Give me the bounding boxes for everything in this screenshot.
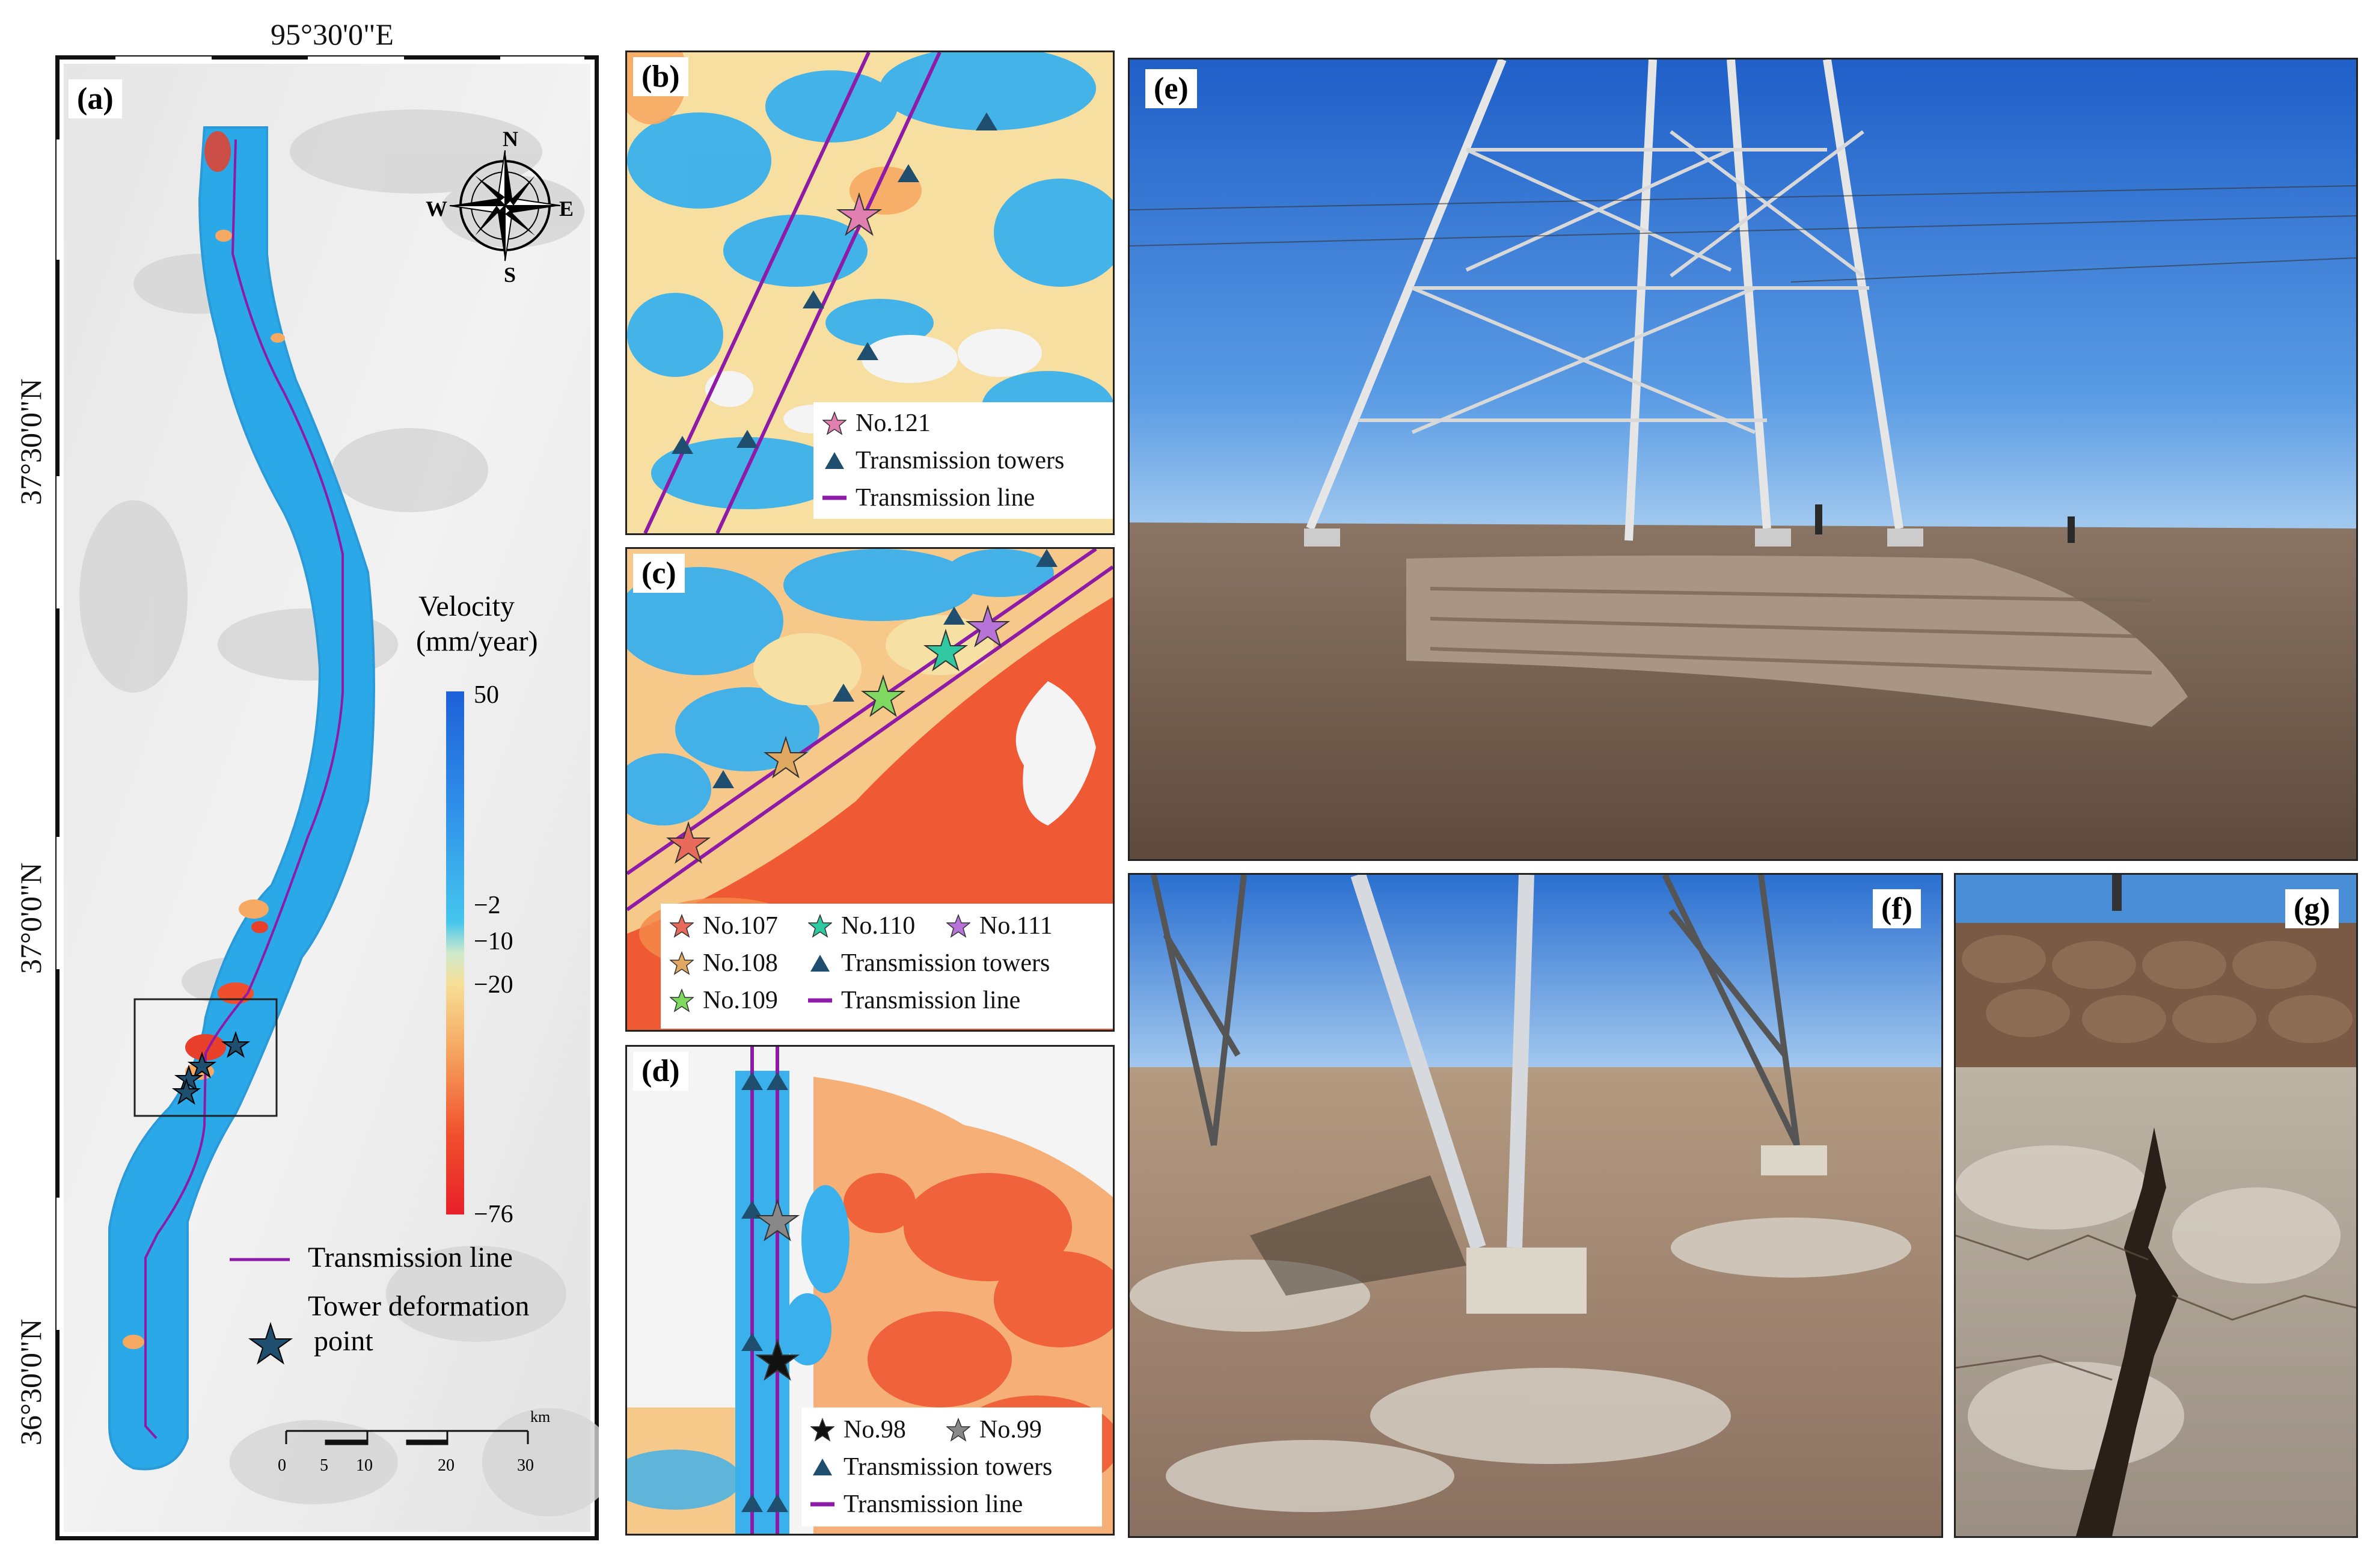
- panel-c-label: (c): [633, 554, 685, 593]
- legend-row: Transmission line: [819, 479, 1108, 516]
- compass-s: S: [504, 263, 516, 287]
- colorbar-tick-max: 50: [474, 681, 499, 709]
- tower-footing-photo-illustration: [1130, 875, 1941, 1536]
- colorbar-tick: −20: [474, 971, 513, 999]
- star-icon: [805, 911, 835, 941]
- legend-text: Transmission towers: [841, 949, 1050, 977]
- panel-g-label: (g): [2285, 889, 2339, 929]
- colorbar-tick-min: −76: [474, 1201, 513, 1228]
- legend-text: No.99: [979, 1416, 1042, 1444]
- legend-row: Transmission line: [807, 1486, 1023, 1523]
- legend-row: No.108: [667, 945, 778, 982]
- legend-star-label: Tower deformation point: [308, 1289, 530, 1358]
- deformation-swath: [108, 126, 375, 1471]
- star-icon: [667, 985, 697, 1015]
- star-icon: [943, 911, 973, 941]
- scale-bar: [285, 1430, 529, 1445]
- inset-box: [133, 998, 278, 1117]
- triangle-icon: [805, 948, 835, 978]
- scale-tick: 20: [438, 1456, 455, 1475]
- panel-a-map: [51, 51, 614, 1545]
- panel-g-photo: (g): [1954, 873, 2358, 1538]
- star-icon: [943, 1415, 973, 1445]
- star-icon: [667, 948, 697, 978]
- scale-tick: 0: [278, 1456, 286, 1475]
- star-icon: [667, 911, 697, 941]
- panel-b-legend: No.121 Transmission towers Transmission …: [813, 402, 1113, 519]
- triangle-icon: [819, 446, 850, 476]
- legend-text: Transmission line: [856, 484, 1035, 512]
- legend-text: No.98: [844, 1416, 906, 1444]
- panel-e-label: (e): [1145, 69, 1197, 109]
- scale-tick: 10: [356, 1456, 373, 1475]
- panel-d-legend: No.98 No.99 Transmission towers Transmis…: [801, 1407, 1102, 1527]
- legend-text: No.111: [979, 912, 1053, 940]
- colorbar-tick: −2: [474, 892, 501, 919]
- frame-ticks: [57, 57, 584, 1330]
- colorbar-title-line2: (mm/year): [416, 625, 538, 657]
- line-icon: [805, 985, 835, 1015]
- legend-text: No.107: [703, 912, 778, 940]
- line-icon: [819, 483, 850, 513]
- panel-e-photo: (e): [1128, 58, 2358, 861]
- legend-row: Transmission towers: [805, 945, 1050, 982]
- legend-text: No.108: [703, 949, 778, 977]
- legend-row: Transmission towers: [807, 1448, 1052, 1486]
- panel-c: (c) No.107 No.110 No.111 No.108 Transmis…: [625, 547, 1115, 1032]
- legend-text: No.110: [841, 912, 916, 940]
- ground-crack-photo-illustration: [1956, 875, 2356, 1536]
- scale-tick: 30: [517, 1456, 534, 1475]
- compass-w: W: [426, 197, 447, 221]
- latitude-label: 37°0'0"N: [14, 862, 47, 974]
- tower-photo-illustration: [1130, 60, 2356, 859]
- panel-d-label: (d): [633, 1052, 688, 1091]
- legend-row: No.110: [805, 907, 915, 945]
- panel-c-legend: No.107 No.110 No.111 No.108 Transmission…: [661, 904, 1113, 1029]
- legend-row: No.99: [943, 1411, 1042, 1448]
- legend-text: Transmission line: [841, 987, 1021, 1014]
- legend-star-label-line2: point: [314, 1325, 373, 1357]
- panel-f-photo: (f): [1128, 873, 1943, 1538]
- legend-row: No.121: [819, 405, 1108, 442]
- colorbar-tick: −10: [474, 928, 513, 955]
- legend-text: Transmission line: [844, 1490, 1023, 1518]
- legend-row: No.111: [943, 907, 1053, 945]
- legend-text: Transmission towers: [844, 1453, 1053, 1481]
- legend-row: No.109: [667, 982, 778, 1019]
- compass-e: E: [559, 197, 574, 221]
- colorbar-title: Velocity (mm/year): [416, 589, 538, 658]
- legend-row: No.98: [807, 1411, 906, 1448]
- panel-b: (b) No.121 Transmission towers Transmiss…: [625, 51, 1115, 535]
- tower-deformation-points: [171, 1031, 251, 1105]
- legend-text: No.121: [856, 409, 931, 437]
- triangle-icon: [807, 1452, 837, 1482]
- legend-star-sample: [248, 1321, 293, 1365]
- legend-row: No.107: [667, 907, 778, 945]
- legend-text: No.109: [703, 987, 778, 1014]
- panel-a: (a) N S E W Velocity (mm/year) 50 −2 −10…: [51, 51, 614, 1545]
- legend-star-label-line1: Tower deformation: [308, 1290, 530, 1322]
- latitude-label: 37°30'0"N: [14, 378, 47, 505]
- panel-f-label: (f): [1873, 889, 1921, 929]
- star-icon: [819, 408, 850, 438]
- longitude-label: 95°30'0"E: [271, 17, 394, 51]
- velocity-colorbar: [446, 691, 464, 1214]
- legend-text: Transmission towers: [856, 447, 1065, 474]
- transmission-line: [144, 139, 344, 1439]
- colorbar-title-line1: Velocity: [418, 590, 515, 622]
- panel-b-label: (b): [633, 57, 688, 97]
- line-icon: [807, 1489, 837, 1519]
- scale-unit: km: [530, 1408, 551, 1426]
- legend-line-label: Transmission line: [308, 1242, 513, 1273]
- panel-d: (d) No.98 No.99 Transmission towers Tran…: [625, 1045, 1115, 1536]
- star-icon: [807, 1415, 837, 1445]
- legend-row: Transmission towers: [819, 442, 1108, 479]
- panel-a-label: (a): [69, 79, 122, 119]
- scale-tick: 5: [320, 1456, 328, 1475]
- compass-n: N: [503, 127, 518, 151]
- latitude-label: 36°30'0"N: [14, 1318, 47, 1445]
- legend-row: Transmission line: [805, 982, 1020, 1019]
- compass-rose-icon: [449, 150, 561, 262]
